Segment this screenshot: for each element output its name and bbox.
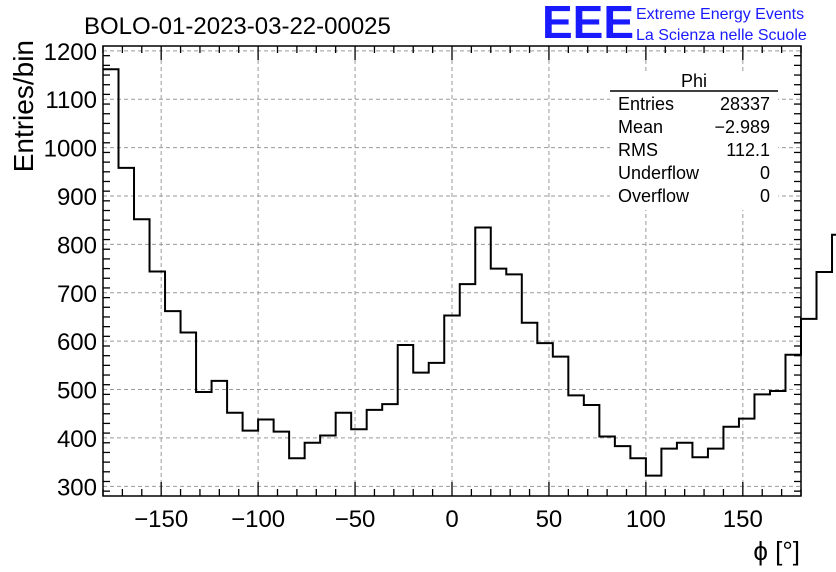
stats-box-title: Phi bbox=[681, 71, 707, 91]
x-tick-label: −50 bbox=[335, 506, 376, 533]
y-tick-label: 1100 bbox=[45, 87, 97, 114]
logo-line-2: La Scienza nelle Scuole bbox=[636, 27, 807, 44]
x-tick-label: −100 bbox=[231, 506, 285, 533]
stats-row-value: 112.1 bbox=[726, 140, 770, 160]
y-axis-label: Entries/bin bbox=[8, 40, 39, 172]
y-tick-label: 300 bbox=[57, 474, 97, 501]
y-tick-label: 700 bbox=[57, 281, 97, 308]
eee-logo: EEE Extreme Energy Events La Scienza nel… bbox=[542, 0, 807, 48]
x-axis-label: ϕ [°] bbox=[753, 536, 800, 566]
axis-ticks bbox=[102, 46, 802, 496]
stats-row-label: Overflow bbox=[618, 186, 690, 206]
y-tick-label: 800 bbox=[57, 232, 97, 259]
stats-box-background bbox=[610, 72, 778, 210]
y-tick-labels: 300 400 500 600 700 800 900 1000 1100 1200 bbox=[44, 39, 97, 501]
x-tick-label: 0 bbox=[445, 506, 458, 533]
stats-row-value: −2.989 bbox=[714, 117, 770, 137]
x-tick-label: 50 bbox=[536, 506, 563, 533]
stats-box: Phi Entries 28337 Mean −2.989 RMS 112.1 Underf… bbox=[610, 71, 778, 210]
y-tick-label: 400 bbox=[57, 426, 97, 453]
stats-row-value: 28337 bbox=[720, 94, 770, 114]
y-tick-label: 900 bbox=[57, 184, 97, 211]
stats-row-value: 0 bbox=[760, 163, 770, 183]
y-tick-label: 600 bbox=[57, 329, 97, 356]
histogram-outline bbox=[103, 68, 836, 477]
stats-row-label: RMS bbox=[618, 140, 658, 160]
stats-row-value: 0 bbox=[760, 186, 770, 206]
y-tick-label: 1200 bbox=[44, 39, 97, 66]
y-tick-label: 1000 bbox=[44, 136, 97, 163]
stats-row-label: Entries bbox=[618, 94, 674, 114]
stats-row-label: Mean bbox=[618, 117, 663, 137]
stats-rows: Entries 28337 Mean −2.989 RMS 112.1 Underflow 0… bbox=[618, 94, 770, 206]
chart-title: BOLO-01-2023-03-22-00025 bbox=[84, 13, 391, 40]
y-tick-label: 500 bbox=[57, 378, 97, 405]
x-tick-labels: −150 −100 −50 0 50 100 150 bbox=[134, 506, 763, 533]
x-tick-label: 100 bbox=[626, 506, 666, 533]
stats-row-label: Underflow bbox=[618, 163, 700, 183]
eee-logo-mark: EEE bbox=[542, 0, 634, 48]
logo-line-1: Extreme Energy Events bbox=[636, 6, 804, 23]
x-tick-label: −150 bbox=[134, 506, 188, 533]
x-tick-label: 150 bbox=[723, 506, 763, 533]
